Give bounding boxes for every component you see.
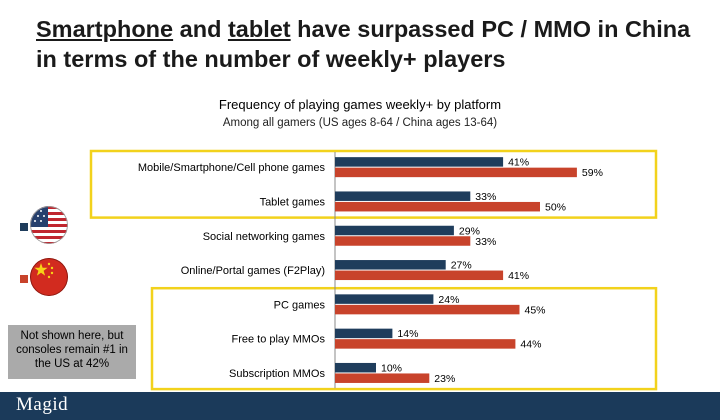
bar — [335, 294, 434, 304]
footer-bar: Magid — [0, 392, 720, 420]
legend-us-swatch — [20, 223, 28, 231]
data-label: 10% — [381, 362, 402, 374]
data-label: 41% — [508, 157, 529, 169]
highlight-box — [150, 286, 658, 391]
category-label: Online/Portal games (F2Play) — [181, 265, 325, 277]
category-label: PC games — [274, 299, 326, 311]
bar — [335, 260, 446, 270]
headline-rest: have surpassed PC / MMO in China in term… — [36, 16, 691, 72]
consoles-note: Not shown here, but consoles remain #1 i… — [8, 325, 136, 379]
highlight-box — [89, 149, 658, 219]
data-label: 33% — [475, 191, 496, 203]
headline: Smartphone and tablet have surpassed PC … — [36, 14, 706, 74]
bar — [335, 304, 520, 315]
bar-chart: Mobile/Smartphone/Cell phone games 41% 59%… — [89, 149, 658, 391]
bar — [335, 191, 471, 201]
bar — [335, 362, 376, 373]
headline-smartphone: Smartphone — [36, 16, 174, 42]
data-label: 44% — [520, 339, 541, 351]
data-label: 29% — [459, 225, 480, 237]
bar — [335, 157, 504, 167]
bar — [335, 225, 454, 236]
us-flag-icon — [30, 206, 68, 244]
legend-china — [20, 258, 72, 300]
headline-and: and — [173, 16, 228, 42]
bar — [335, 167, 577, 178]
data-label: 33% — [475, 236, 496, 248]
data-label: 50% — [545, 201, 566, 213]
data-label: 24% — [438, 294, 459, 306]
category-label: Subscription MMOs — [229, 368, 325, 380]
chart-subtitle: Among all gamers (US ages 8-64 / China a… — [222, 117, 498, 129]
bar — [335, 236, 471, 246]
chart-title: Frequency of playing games weekly+ by pl… — [218, 97, 502, 112]
data-label: 23% — [434, 373, 455, 385]
data-label: 45% — [525, 304, 546, 316]
bar — [335, 328, 393, 339]
category-label: Free to play MMOs — [231, 334, 325, 346]
legend-us — [20, 206, 72, 248]
data-label: 27% — [451, 260, 472, 272]
bar — [335, 270, 504, 281]
legend-china-swatch — [20, 275, 28, 283]
data-label: 14% — [397, 328, 418, 340]
data-label: 41% — [508, 270, 529, 282]
data-label: 59% — [582, 167, 603, 179]
bar — [335, 373, 430, 383]
category-label: Mobile/Smartphone/Cell phone games — [138, 162, 326, 174]
category-label: Social networking games — [203, 231, 326, 243]
china-flag-icon — [30, 258, 68, 296]
bar — [335, 339, 516, 349]
bar — [335, 201, 540, 212]
category-label: Tablet games — [260, 196, 326, 208]
magid-logo: Magid — [16, 394, 69, 415]
headline-tablet: tablet — [227, 16, 291, 42]
